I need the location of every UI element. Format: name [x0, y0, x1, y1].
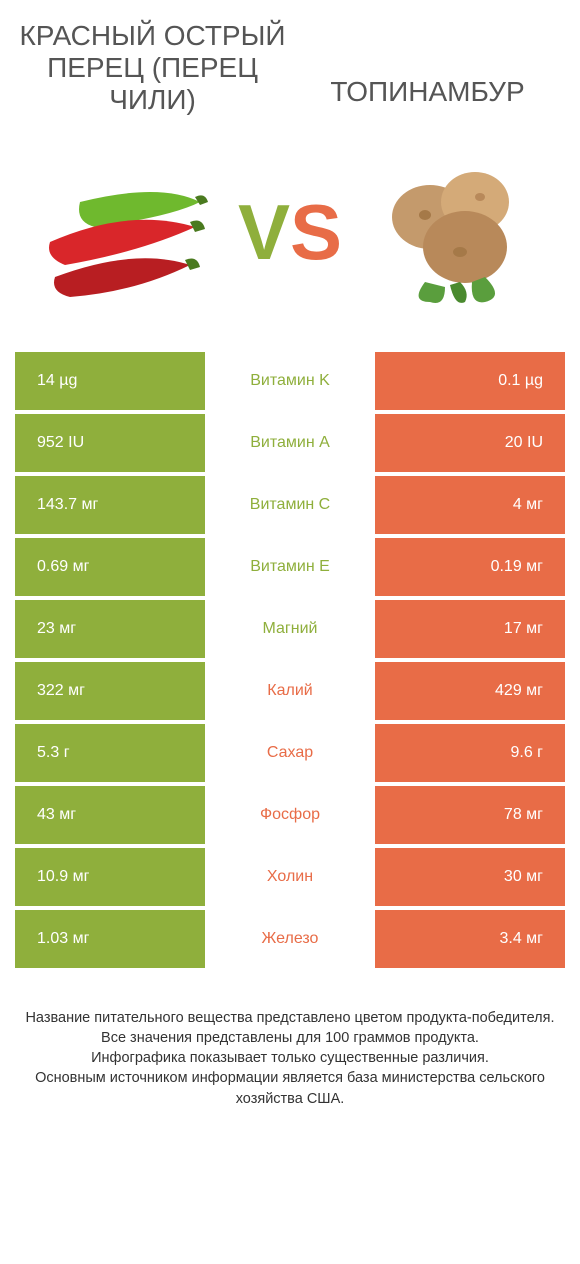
footer-text: Название питательного вещества представл… [15, 1008, 565, 1109]
cell-label: Магний [205, 600, 375, 658]
cell-left: 143.7 мг [15, 476, 205, 534]
table-row: 14 µgВитамин K0.1 µg [15, 352, 565, 410]
cell-left: 0.69 мг [15, 538, 205, 596]
cell-left: 322 мг [15, 662, 205, 720]
comparison-table: 14 µgВитамин K0.1 µg952 IUВитамин A20 IU… [15, 352, 565, 968]
cell-right: 17 мг [375, 600, 565, 658]
hero-right-image [345, 137, 565, 327]
title-right: ТОПИНАМБУР [290, 76, 565, 116]
cell-label: Железо [205, 910, 375, 968]
cell-right: 20 IU [375, 414, 565, 472]
cell-label: Витамин A [205, 414, 375, 472]
cell-label: Сахар [205, 724, 375, 782]
table-row: 143.7 мгВитамин C4 мг [15, 476, 565, 534]
vs-label: VS [235, 193, 345, 271]
cell-label: Холин [205, 848, 375, 906]
cell-left: 23 мг [15, 600, 205, 658]
table-row: 5.3 гСахар9.6 г [15, 724, 565, 782]
hero-row: VS [15, 137, 565, 327]
cell-right: 78 мг [375, 786, 565, 844]
cell-right: 3.4 мг [375, 910, 565, 968]
cell-right: 4 мг [375, 476, 565, 534]
cell-right: 429 мг [375, 662, 565, 720]
topinambur-icon [370, 147, 540, 317]
footer-line: Основным источником информации является … [25, 1068, 555, 1109]
cell-left: 5.3 г [15, 724, 205, 782]
table-row: 952 IUВитамин A20 IU [15, 414, 565, 472]
cell-right: 0.1 µg [375, 352, 565, 410]
table-row: 1.03 мгЖелезо3.4 мг [15, 910, 565, 968]
cell-label: Витамин E [205, 538, 375, 596]
cell-label: Калий [205, 662, 375, 720]
table-row: 43 мгФосфор78 мг [15, 786, 565, 844]
footer-line: Все значения представлены для 100 граммо… [25, 1028, 555, 1048]
cell-label: Витамин K [205, 352, 375, 410]
cell-label: Витамин C [205, 476, 375, 534]
cell-left: 952 IU [15, 414, 205, 472]
chili-icon [40, 147, 210, 317]
title-left: КРАСНЫЙ ОСТРЫЙ ПЕРЕЦ (ПЕРЕЦ ЧИЛИ) [15, 20, 290, 117]
footer-line: Инфографика показывает только существенн… [25, 1048, 555, 1068]
vs-v: V [238, 188, 290, 276]
cell-label: Фосфор [205, 786, 375, 844]
table-row: 322 мгКалий429 мг [15, 662, 565, 720]
table-row: 0.69 мгВитамин E0.19 мг [15, 538, 565, 596]
cell-right: 0.19 мг [375, 538, 565, 596]
footer-line: Название питательного вещества представл… [25, 1008, 555, 1028]
table-row: 23 мгМагний17 мг [15, 600, 565, 658]
cell-left: 10.9 мг [15, 848, 205, 906]
cell-left: 14 µg [15, 352, 205, 410]
cell-right: 30 мг [375, 848, 565, 906]
vs-s: S [290, 188, 342, 276]
cell-left: 43 мг [15, 786, 205, 844]
table-row: 10.9 мгХолин30 мг [15, 848, 565, 906]
cell-left: 1.03 мг [15, 910, 205, 968]
hero-left-image [15, 137, 235, 327]
titles-row: КРАСНЫЙ ОСТРЫЙ ПЕРЕЦ (ПЕРЕЦ ЧИЛИ) ТОПИНА… [15, 20, 565, 117]
cell-right: 9.6 г [375, 724, 565, 782]
